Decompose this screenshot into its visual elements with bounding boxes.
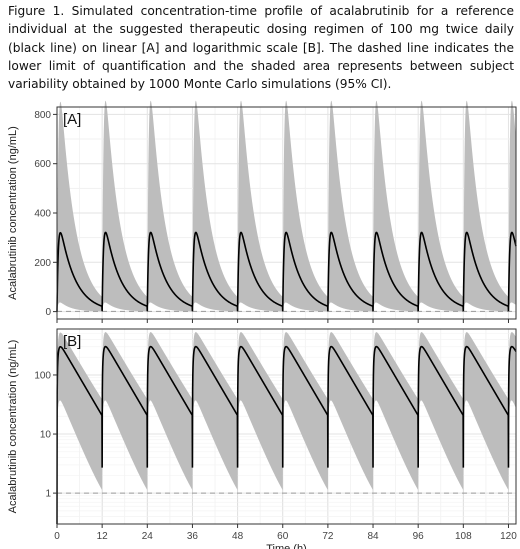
- panel-border: [56, 328, 517, 525]
- median-line: [56, 231, 517, 312]
- y-tick-label: 800: [34, 110, 51, 121]
- x-tick-label: 12: [97, 531, 109, 542]
- x-tick-label: 48: [232, 531, 244, 542]
- x-tick-label: 120: [500, 531, 517, 542]
- x-tick-label: 72: [322, 531, 334, 542]
- y-tick-label: 10: [40, 430, 52, 441]
- panel-a: [A] 0 200 400 600 800 Acalabrutinib concentrat…: [7, 100, 517, 323]
- y-axis-label: Acalabrutinib concentration (ng/mL): [7, 340, 19, 514]
- y-tick-label: 1: [45, 489, 51, 500]
- y-tick-label: 400: [34, 209, 51, 220]
- x-tick-label: 60: [277, 531, 289, 542]
- x-tick-label: 84: [367, 531, 379, 542]
- y-tick-label: 200: [34, 258, 51, 269]
- panel-label: [A]: [63, 111, 81, 128]
- x-axis-label: Time (h): [266, 543, 307, 549]
- x-tick-label: 0: [54, 531, 60, 542]
- figure-caption: Figure 1. Simulated concentration-time p…: [8, 4, 514, 92]
- x-tick-label: 96: [413, 531, 425, 542]
- y-axis-label: Acalabrutinib concentration (ng/mL): [7, 126, 19, 300]
- x-tick-label: 108: [455, 531, 472, 542]
- y-tick-label: 100: [34, 370, 51, 381]
- panel-b: [B] 1 10 100 0 12 24 36 48 60 72 84 96 108 120 Acalabru…: [7, 328, 517, 549]
- ci-band: [57, 100, 516, 312]
- x-tick-label: 36: [187, 531, 199, 542]
- median-line: [56, 345, 517, 525]
- x-tick-label: 24: [142, 531, 154, 542]
- y-tick-label: 600: [34, 159, 51, 170]
- y-tick-label: 0: [45, 307, 51, 318]
- panel-label: [B]: [63, 333, 81, 350]
